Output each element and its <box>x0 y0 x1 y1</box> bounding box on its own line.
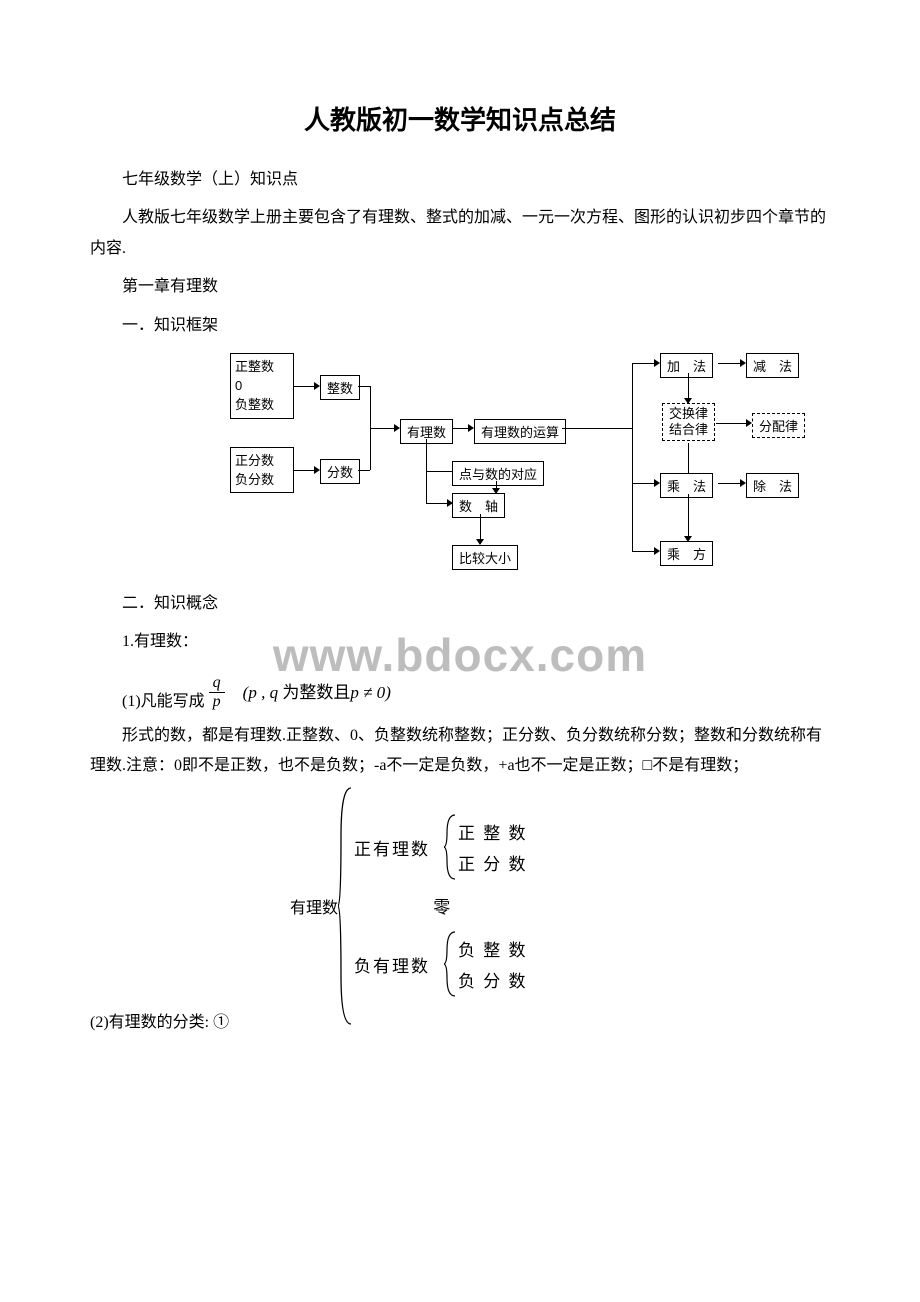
fraction-numerator: q <box>209 674 225 692</box>
classification-pos-int: 正 整 数 <box>456 816 530 847</box>
knowledge-framework-diagram: 正整数 0 负整数 整数 正分数 负分数 分数 有理数 有理数的运算 点与数的对… <box>230 353 850 583</box>
brace-icon <box>444 930 456 998</box>
section-heading-2: 二．知识概念 <box>90 589 830 619</box>
diagram-node-positive-integer: 正整数 <box>235 357 289 376</box>
arrow-icon <box>447 499 453 507</box>
diagram-node-negative-fraction: 负分数 <box>235 470 289 489</box>
brace-icon <box>338 786 352 1026</box>
formula-line-1: (1)凡能写成 q p (p , q 为整数且p ≠ 0) <box>90 674 830 711</box>
diagram-node-rational-ops: 有理数的运算 <box>474 419 566 444</box>
arrow-icon <box>492 488 500 494</box>
fraction-denominator: p <box>209 693 225 711</box>
diagram-node-negative-integer: 负整数 <box>235 395 289 414</box>
diagram-node-subtraction: 减 法 <box>746 353 799 378</box>
diagram-node-compare: 比较大小 <box>452 545 518 570</box>
chapter-heading: 第一章有理数 <box>90 272 830 302</box>
diagram-node-multiplication: 乘 法 <box>660 473 713 498</box>
diagram-node-addition: 加 法 <box>660 353 713 378</box>
diagram-node-fractions: 分数 <box>320 459 360 484</box>
diagram-node-integers: 整数 <box>320 375 360 400</box>
diagram-node-power: 乘 方 <box>660 541 713 566</box>
diagram-node-commutative-associative: 交换律 结合律 <box>662 403 715 441</box>
intro-paragraph: 人教版七年级数学上册主要包含了有理数、整式的加减、一元一次方程、图形的认识初步四… <box>90 203 830 264</box>
classification-pos-frac: 正 分 数 <box>456 847 530 878</box>
classification-positive: 正有理数 正 整 数 正 分 数 <box>352 807 532 887</box>
diagram-node-point-number: 点与数的对应 <box>452 461 544 486</box>
classification-neg-frac: 负 分 数 <box>456 964 530 995</box>
item-1-heading: 1.有理数： <box>90 627 830 657</box>
section-heading-1: 一．知识框架 <box>90 311 830 341</box>
classification-neg-int: 负 整 数 <box>456 933 530 964</box>
brace-icon <box>444 813 456 881</box>
subtitle: 七年级数学（上）知识点 <box>90 165 830 195</box>
formula-condition: (p , q 为整数且p ≠ 0) <box>243 678 391 711</box>
classification-block: 有理数 正有理数 正 整 数 正 分 数 零 负有理数 <box>90 792 830 1032</box>
diagram-node-division: 除 法 <box>746 473 799 498</box>
page-title: 人教版初一数学知识点总结 <box>90 100 830 137</box>
diagram-node-number-line: 数 轴 <box>452 493 505 518</box>
diagram-left-frac-group: 正分数 负分数 <box>230 447 294 493</box>
paragraph-2: 形式的数，都是有理数.正整数、0、负整数统称整数；正分数、负分数统称分数；整数和… <box>90 721 830 782</box>
classification-root-label: 有理数 <box>290 894 338 918</box>
diagram-node-zero: 0 <box>235 376 289 395</box>
diagram-left-group: 正整数 0 负整数 <box>230 353 294 419</box>
formula-prefix: (1)凡能写成 <box>122 687 205 711</box>
fraction-qp: q p <box>209 674 225 711</box>
arrow-icon <box>684 536 692 542</box>
diagram-node-distributive: 分配律 <box>752 413 805 438</box>
diagram-node-positive-fraction: 正分数 <box>235 451 289 470</box>
classification-zero: 零 <box>352 887 532 924</box>
classification-negative: 负有理数 负 整 数 负 分 数 <box>352 924 532 1004</box>
